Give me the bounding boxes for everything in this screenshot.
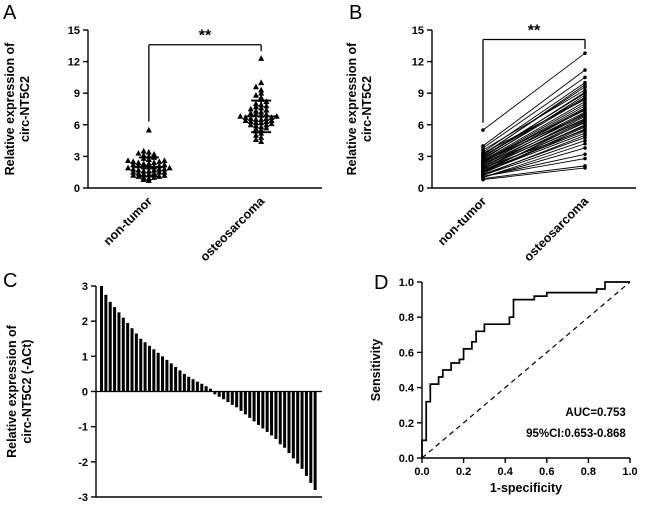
svg-text:1.0: 1.0: [622, 466, 637, 478]
svg-text:3: 3: [74, 151, 80, 163]
roc-chart-d: 0.0 0.2 0.4 0.6 0.8 1.0 0.0 0.2 0.4 0.6 0.8 1.0 AUC=…: [369, 277, 638, 495]
panel-c: C -3 -2 -1 0 1 2 3 Relative expression of circ-N…: [0, 262, 340, 517]
svg-text:0: 0: [418, 183, 424, 195]
svg-text:6: 6: [74, 120, 80, 132]
svg-text:12: 12: [68, 57, 80, 69]
svg-text:12: 12: [412, 57, 424, 69]
svg-text:circ-NT5C2: circ-NT5C2: [18, 76, 32, 142]
svg-text:1-specificity: 1-specificity: [490, 481, 562, 495]
panel-label-c: C: [3, 270, 18, 292]
svg-text:non-tumor: non-tumor: [101, 194, 155, 248]
svg-text:95%CI:0.653-0.868: 95%CI:0.653-0.868: [526, 428, 626, 440]
svg-text:-1: -1: [78, 422, 88, 434]
svg-text:0.0: 0.0: [399, 453, 414, 465]
svg-text:1: 1: [82, 351, 88, 363]
svg-text:AUC=0.753: AUC=0.753: [565, 407, 625, 419]
svg-text:Relative expression of: Relative expression of: [345, 42, 359, 176]
panel-d: D 0.0 0.2 0.4 0.6 0.8 1.0 0.0 0.2 0.4 0.6 0.8 1.0 AU…: [340, 262, 650, 517]
svg-text:0.4: 0.4: [498, 466, 514, 478]
svg-text:Relative expression of: Relative expression of: [5, 324, 19, 458]
panel-a: A 0 3 6 9 12 15 ** non-tumor osteosarcoma Relativ…: [0, 0, 340, 262]
svg-text:9: 9: [74, 88, 80, 100]
panel-label-b: B: [349, 2, 363, 24]
svg-text:3: 3: [418, 151, 424, 163]
svg-text:0: 0: [74, 183, 80, 195]
svg-text:**: **: [199, 28, 212, 45]
svg-text:osteosarcoma: osteosarcoma: [197, 193, 268, 262]
svg-text:**: **: [528, 22, 541, 39]
panel-label-a: A: [3, 2, 17, 24]
panel-b: B 0 3 6 9 12 15 ** non-tumor osteosarcoma Relativ…: [340, 0, 650, 262]
svg-text:Sensitivity: Sensitivity: [369, 339, 383, 402]
dot-plot-chart-a: 0 3 6 9 12 15 ** non-tumor osteosarcoma Relative …: [3, 25, 322, 262]
svg-text:0: 0: [82, 387, 88, 399]
svg-text:-3: -3: [78, 492, 88, 504]
svg-text:1.0: 1.0: [399, 277, 414, 289]
svg-text:circ-NT5C2: circ-NT5C2: [360, 76, 374, 142]
svg-text:0.8: 0.8: [399, 312, 414, 324]
svg-text:0.6: 0.6: [539, 466, 554, 478]
svg-text:0.8: 0.8: [581, 466, 596, 478]
svg-text:0.2: 0.2: [456, 466, 471, 478]
svg-text:0.4: 0.4: [399, 383, 415, 395]
svg-text:0.6: 0.6: [399, 347, 414, 359]
waterfall-chart-c: -3 -2 -1 0 1 2 3 Relative expression of circ-NT5…: [5, 281, 322, 504]
svg-text:15: 15: [412, 25, 424, 37]
svg-text:6: 6: [418, 120, 424, 132]
svg-text:9: 9: [418, 88, 424, 100]
svg-text:3: 3: [82, 281, 88, 293]
svg-text:non-tumor: non-tumor: [435, 194, 489, 248]
svg-text:osteosarcoma: osteosarcoma: [521, 193, 592, 262]
svg-text:15: 15: [68, 25, 80, 37]
svg-text:2: 2: [82, 316, 88, 328]
paired-line-chart-b: 0 3 6 9 12 15 ** non-tumor osteosarcoma Relative …: [345, 22, 636, 262]
svg-text:0.0: 0.0: [414, 466, 429, 478]
svg-text:Relative expression of: Relative expression of: [3, 42, 17, 176]
panel-label-d: D: [374, 272, 389, 294]
svg-text:0.2: 0.2: [399, 418, 414, 430]
svg-text:circ-NT5C2 (-ΔCt): circ-NT5C2 (-ΔCt): [20, 339, 34, 443]
svg-text:-2: -2: [78, 457, 88, 469]
